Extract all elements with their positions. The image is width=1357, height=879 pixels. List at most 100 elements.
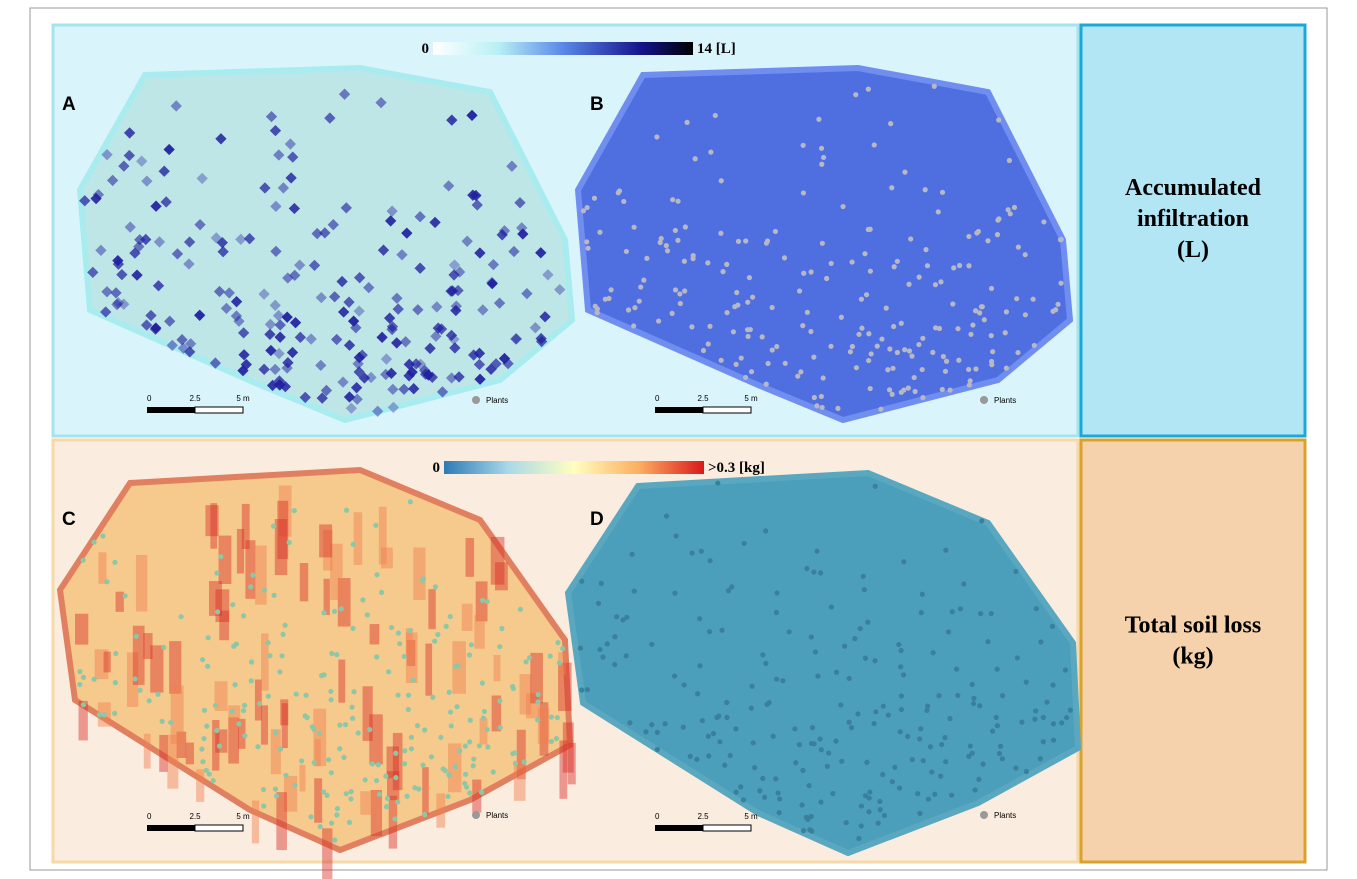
plant	[608, 287, 613, 292]
plant	[363, 777, 368, 782]
plant	[536, 692, 541, 697]
plant	[385, 796, 390, 801]
plant	[847, 676, 852, 681]
plant	[649, 642, 654, 647]
plant	[497, 698, 502, 703]
plant	[605, 641, 610, 646]
plant	[205, 664, 210, 669]
plant	[917, 275, 922, 280]
plant	[811, 569, 816, 574]
plant	[627, 720, 632, 725]
scalebar-label: 2.5	[189, 812, 201, 821]
legend-symbol	[980, 811, 988, 819]
plant	[672, 591, 677, 596]
plant	[980, 304, 985, 309]
plant	[1059, 237, 1064, 242]
plant	[1016, 245, 1021, 250]
soil-loss-cell	[144, 734, 151, 769]
plant	[597, 647, 602, 652]
soil-loss-cell	[271, 729, 281, 774]
plant	[329, 770, 334, 775]
plant	[485, 727, 490, 732]
legend-label: Plants	[994, 396, 1016, 405]
plant	[921, 758, 926, 763]
plant	[774, 590, 779, 595]
legend-symbol	[472, 811, 480, 819]
plant	[471, 756, 476, 761]
soil-loss-cell	[255, 680, 262, 721]
plant	[81, 702, 86, 707]
plant	[868, 227, 873, 232]
plant	[328, 689, 333, 694]
plant	[898, 664, 903, 669]
plant	[818, 570, 823, 575]
plant	[230, 709, 235, 714]
plant	[606, 296, 611, 301]
plant	[942, 735, 947, 740]
plant	[326, 757, 331, 762]
plant	[485, 599, 490, 604]
plant	[682, 288, 687, 293]
plant	[367, 727, 372, 732]
scalebar-white	[703, 407, 751, 413]
plant	[1024, 680, 1029, 685]
panel-label: C	[62, 509, 76, 530]
plant	[970, 322, 975, 327]
plant	[498, 725, 503, 730]
plant	[113, 680, 118, 685]
plant	[287, 540, 292, 545]
plant	[690, 550, 695, 555]
plant	[869, 351, 874, 356]
plant	[906, 385, 911, 390]
plant	[765, 361, 770, 366]
plant	[773, 229, 778, 234]
plant	[132, 676, 137, 681]
plant	[77, 669, 82, 674]
plant	[819, 162, 824, 167]
plant	[630, 552, 635, 557]
plant	[218, 554, 223, 559]
plant	[749, 369, 754, 374]
plant	[621, 199, 626, 204]
side-label: (L)	[1177, 237, 1209, 263]
plant	[888, 121, 893, 126]
plant	[955, 326, 960, 331]
plant	[429, 754, 434, 759]
plant	[734, 290, 739, 295]
plant	[477, 743, 482, 748]
plant	[770, 305, 775, 310]
plant	[1032, 717, 1037, 722]
plant	[932, 792, 937, 797]
plant	[941, 354, 946, 359]
plant	[393, 775, 398, 780]
plant	[1051, 721, 1056, 726]
plant	[782, 255, 787, 260]
plant	[901, 387, 906, 392]
plant	[612, 662, 617, 667]
plant	[826, 750, 831, 755]
plant	[890, 366, 895, 371]
plant	[895, 259, 900, 264]
plant	[1000, 756, 1005, 761]
plant	[631, 225, 636, 230]
plant	[430, 695, 435, 700]
plant	[729, 584, 734, 589]
plant	[1004, 365, 1009, 370]
plant	[397, 641, 402, 646]
plant	[641, 278, 646, 283]
plant	[663, 721, 668, 726]
plant	[337, 722, 342, 727]
plant	[274, 793, 279, 798]
plant	[995, 232, 1000, 237]
soil-loss-cell	[472, 780, 481, 813]
plant	[321, 610, 326, 615]
plant	[200, 759, 205, 764]
soil-loss-cell	[255, 545, 267, 604]
plant	[877, 799, 882, 804]
plant	[818, 799, 823, 804]
plant	[697, 663, 702, 668]
soil-loss-cell	[538, 708, 549, 744]
plant	[393, 751, 398, 756]
plant	[693, 156, 698, 161]
plant	[715, 480, 720, 485]
